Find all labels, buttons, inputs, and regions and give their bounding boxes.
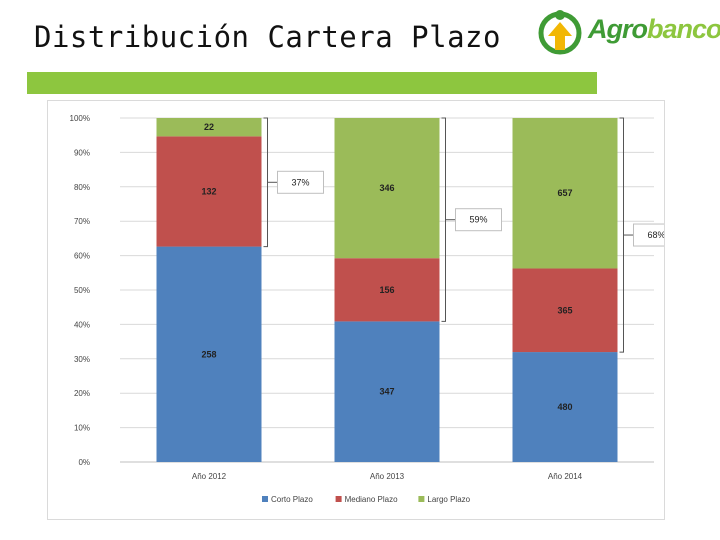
callout-label: 59%: [469, 215, 487, 225]
chart-panel: 0% 10% 20% 30% 40% 50% 60% 70% 80% 90% 100% 258 132…: [47, 100, 680, 520]
bars: [156, 118, 618, 462]
agrobanco-logo-icon: [538, 10, 582, 55]
data-labels: 258 132 22 Año 2012 347 156 346 Año 2013 480 365 6…: [192, 122, 583, 481]
bar-segment: [334, 321, 440, 462]
logo-word-agro: Agro: [588, 14, 648, 44]
data-label: 347: [379, 387, 394, 397]
slide-title: Distribución Cartera Plazo: [34, 20, 501, 54]
y-tick-label: 90%: [74, 148, 90, 157]
bar-segment: [156, 246, 262, 462]
y-tick-label: 0%: [78, 458, 90, 467]
y-tick-label: 60%: [74, 252, 90, 261]
data-label: 22: [204, 122, 214, 132]
data-label: 346: [379, 183, 394, 193]
legend-label: Corto Plazo: [271, 495, 313, 504]
bracket: [441, 117, 446, 322]
bar-segment: [156, 118, 262, 137]
logo-word-banco: banco: [647, 14, 720, 44]
legend-swatch: [262, 496, 268, 502]
y-tick-label: 40%: [74, 320, 90, 329]
y-tick-label: 20%: [74, 389, 90, 398]
callout-box: [455, 208, 502, 232]
data-label: 657: [557, 188, 572, 198]
callout-box: [277, 170, 324, 194]
data-label: 132: [201, 186, 216, 196]
bar-segment: [334, 258, 440, 322]
data-label: 156: [379, 285, 394, 295]
bar-segment: [334, 118, 440, 259]
logo-wordmark: Agrobanco: [588, 14, 720, 45]
title-accent-bar: [27, 72, 597, 94]
callout-label: 68%: [647, 230, 664, 240]
data-label: 258: [201, 349, 216, 359]
bar-segment: [512, 268, 618, 353]
agrobanco-logo: Agrobanco: [536, 6, 720, 58]
bar-segment: [512, 118, 618, 269]
bar-segment: [512, 352, 618, 462]
y-tick-label: 80%: [74, 183, 90, 192]
x-tick-label: Año 2012: [192, 472, 227, 481]
y-tick-label: 50%: [74, 286, 90, 295]
x-tick-label: Año 2013: [370, 472, 405, 481]
legend-swatch: [418, 496, 425, 502]
x-tick-label: Año 2014: [548, 472, 583, 481]
legend: Corto Plazo Mediano Plazo Largo Plazo: [262, 495, 471, 504]
y-tick-label: 30%: [74, 355, 90, 364]
bracket: [619, 117, 624, 353]
legend-label: Mediano Plazo: [345, 495, 398, 504]
data-label: 480: [557, 402, 572, 412]
data-label: 365: [557, 305, 572, 315]
stacked-bar-chart: 0% 10% 20% 30% 40% 50% 60% 70% 80% 90% 100% 258 132…: [70, 114, 680, 504]
y-tick-label: 70%: [74, 217, 90, 226]
callout-label: 37%: [291, 177, 309, 187]
legend-swatch: [335, 496, 342, 502]
bar-segment: [156, 136, 262, 247]
y-tick-label: 10%: [74, 424, 90, 433]
bracket: [263, 117, 268, 248]
legend-label: Largo Plazo: [427, 495, 470, 504]
y-tick-label: 100%: [70, 114, 90, 123]
